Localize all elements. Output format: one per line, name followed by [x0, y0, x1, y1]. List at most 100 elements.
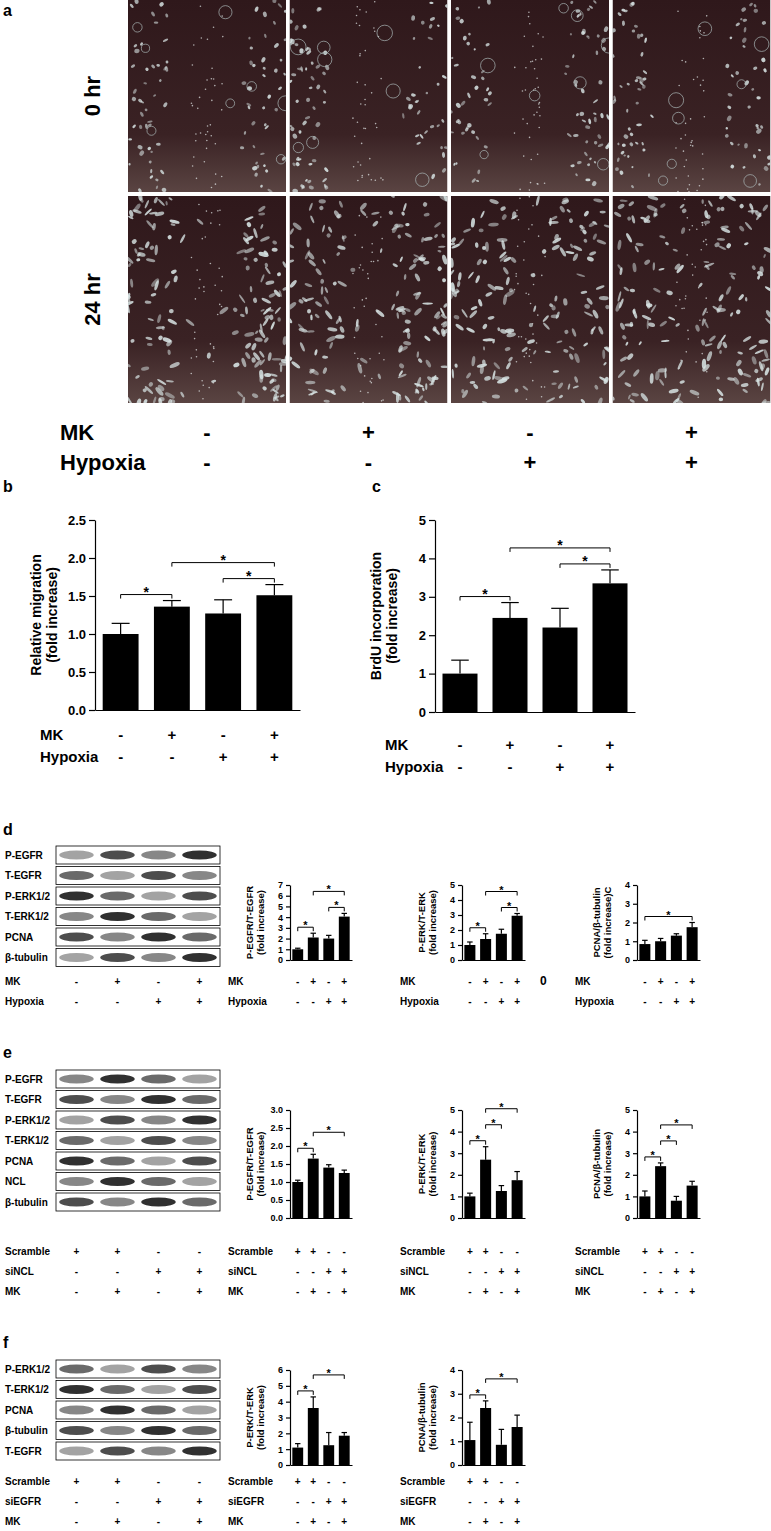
cell	[308, 391, 318, 396]
cell	[425, 91, 428, 94]
bubble	[658, 176, 667, 185]
error-bar	[342, 913, 347, 916]
cell	[169, 219, 180, 225]
cell	[442, 278, 447, 283]
debris	[354, 135, 356, 137]
cell	[442, 152, 445, 158]
bar	[308, 1159, 319, 1218]
cell	[589, 157, 593, 161]
cell	[492, 394, 500, 398]
bar	[493, 618, 528, 712]
y-tick: 2.0	[68, 551, 95, 566]
cell	[620, 199, 628, 202]
bar	[480, 939, 491, 960]
cell	[718, 245, 727, 251]
cell	[438, 245, 446, 248]
cell	[417, 358, 423, 364]
cell	[624, 9, 628, 12]
cell	[260, 224, 264, 230]
debris	[191, 257, 193, 259]
error-bar-stem	[501, 1186, 502, 1191]
cell	[738, 293, 745, 301]
error-bar-stem	[485, 934, 486, 939]
cell	[262, 306, 272, 315]
cell	[725, 285, 732, 295]
cell	[716, 206, 722, 212]
cell	[721, 227, 731, 234]
cell	[706, 351, 713, 362]
condition-name: MK	[228, 1286, 244, 1297]
cell	[260, 152, 265, 155]
cell	[586, 35, 589, 38]
micrograph	[613, 0, 771, 192]
cell	[402, 113, 405, 119]
y-tick: 0.0	[68, 703, 95, 718]
debris	[515, 273, 517, 275]
cell	[162, 326, 165, 331]
cell	[642, 148, 645, 151]
chart: 0.00.51.01.52.02.5Relative migration(fol…	[28, 513, 301, 765]
cell	[701, 199, 703, 204]
significance-label: *	[507, 900, 512, 912]
blot-band	[182, 933, 216, 942]
condition-value: +	[606, 736, 615, 753]
debris	[353, 307, 355, 309]
cell	[144, 241, 150, 249]
cell	[568, 353, 574, 361]
cell	[429, 1, 433, 4]
cell	[252, 63, 257, 68]
cell	[273, 42, 280, 48]
cell	[617, 203, 625, 210]
cell	[466, 41, 471, 46]
cell	[134, 0, 139, 4]
y-tick: 2.5	[68, 513, 95, 528]
cell	[702, 359, 707, 369]
debris	[685, 351, 687, 353]
debris	[542, 36, 544, 38]
cell	[272, 21, 276, 26]
cell	[327, 327, 338, 332]
blot-band	[59, 1095, 93, 1104]
y-tick: 2.0	[270, 1141, 290, 1151]
bubble	[571, 10, 583, 22]
cell	[262, 73, 267, 77]
debris	[210, 263, 212, 265]
significance-bracket: *	[470, 1133, 486, 1145]
bubble	[219, 6, 232, 19]
cell	[659, 203, 666, 209]
cell	[583, 210, 590, 217]
cell	[704, 264, 710, 271]
cell	[167, 398, 173, 403]
cell	[729, 272, 736, 275]
cell	[755, 124, 759, 128]
cell	[128, 363, 131, 368]
debris	[362, 402, 364, 403]
condition-value: -	[659, 996, 662, 1007]
cell	[261, 56, 267, 63]
cell	[754, 349, 764, 355]
blot-band	[59, 851, 93, 860]
cell	[150, 150, 153, 153]
x-axis-line	[291, 1218, 353, 1219]
debris	[375, 180, 377, 182]
debris	[694, 266, 696, 268]
cell	[619, 170, 624, 175]
y-tick-label: 4	[419, 551, 427, 566]
micrograph-background	[128, 0, 286, 192]
debris	[676, 281, 678, 283]
significance-bracket: *	[172, 552, 275, 568]
bubble	[278, 96, 286, 111]
condition-value: -	[157, 1246, 160, 1257]
cell	[148, 160, 152, 164]
cell	[463, 228, 472, 234]
condition-value: -	[675, 976, 678, 987]
error-bar-cap	[499, 929, 505, 930]
blot-row-label: T-EGFR	[5, 1446, 42, 1457]
cell	[593, 198, 603, 203]
bubble	[673, 112, 685, 124]
bubble	[247, 82, 257, 92]
cell	[166, 380, 174, 383]
cell	[254, 172, 258, 177]
cell	[262, 66, 266, 70]
cell	[613, 211, 622, 218]
